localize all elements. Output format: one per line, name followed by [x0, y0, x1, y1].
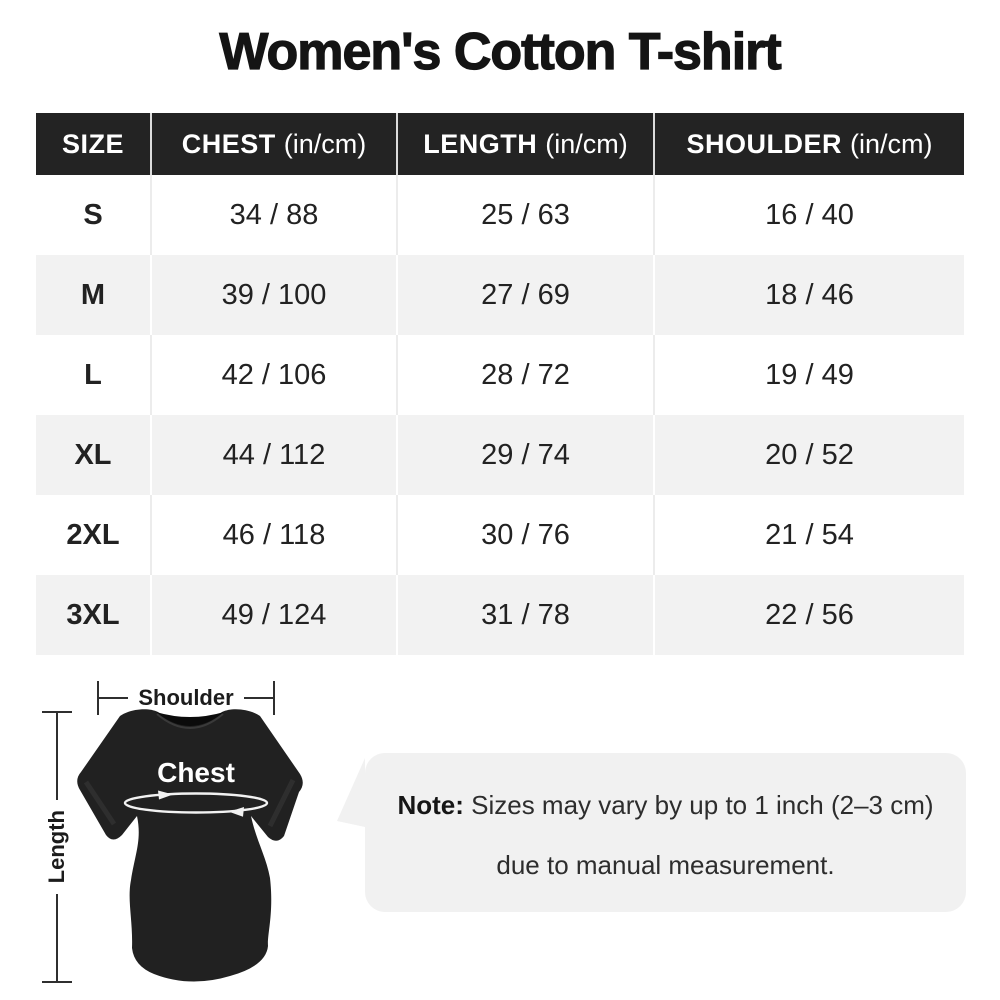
left-cuff-fold	[83, 780, 117, 826]
chest-arrow-right-icon	[158, 790, 173, 800]
size-value: M	[36, 255, 152, 335]
measure-tick	[273, 681, 275, 715]
chest-measure-ellipse	[123, 792, 269, 814]
shoulder-value: 21 / 54	[765, 518, 854, 551]
chest-value: 44 / 112	[152, 415, 398, 495]
chest-value: 39 / 100	[152, 255, 398, 335]
length-value: 29 / 74	[398, 415, 655, 495]
col-header-size: SIZE	[36, 113, 152, 175]
measure-line	[56, 893, 58, 982]
length-label: Length	[44, 810, 69, 884]
collar-edge	[156, 713, 224, 729]
size-value: S	[36, 175, 152, 255]
length-measure: Length	[41, 711, 73, 984]
note-text-1: Sizes may vary by up to 1 inch (2–3 cm)	[471, 790, 934, 820]
measure-line	[99, 697, 129, 699]
col-header-chest-unit: (in/cm)	[283, 128, 367, 159]
size-value: 2XL	[36, 495, 152, 575]
length-value: 25 / 63	[398, 175, 655, 255]
shoulder-measure: Shoulder	[97, 679, 275, 717]
speech-bubble-tail-icon	[337, 758, 365, 827]
size-table: SIZE CHEST (in/cm) LENGTH (in/cm) SHOULDER…	[36, 113, 964, 655]
measure-tick	[97, 681, 99, 715]
measure-line	[243, 697, 273, 699]
measure-tick	[42, 711, 72, 713]
col-header-shoulder-unit: (in/cm)	[850, 128, 933, 159]
size-value: XL	[36, 415, 152, 495]
col-header-length-unit: (in/cm)	[545, 128, 628, 159]
col-header-shoulder-label: SHOULDER	[686, 128, 842, 159]
col-header-size-label: SIZE	[61, 128, 124, 159]
col-header-length-label: LENGTH	[423, 128, 538, 159]
note-bubble: Note: Sizes may vary by up to 1 inch (2–…	[337, 753, 966, 912]
size-value: 3XL	[36, 575, 152, 655]
table-row-2xl: 2XL 46 / 118 30 / 76 21 / 54	[36, 495, 964, 575]
note-line-2: due to manual measurement.	[496, 850, 835, 880]
shoulder-value: 19 / 49	[765, 358, 854, 391]
shoulder-value: 20 / 52	[655, 415, 964, 495]
col-header-chest-label: CHEST	[181, 128, 276, 159]
right-cuff-fold	[267, 778, 296, 828]
table-row-l: L 42 / 106 28 / 72 19 / 49	[36, 335, 964, 415]
page-title: Women's Cotton T-shirt	[219, 22, 783, 81]
tshirt-body-shape	[77, 709, 303, 982]
table-row-3xl: 3XL 49 / 124 31 / 78 22 / 56	[36, 575, 964, 655]
tshirt-illustration: Chest	[77, 709, 303, 982]
chest-label: Chest	[157, 757, 235, 788]
chest-value: 42 / 106	[152, 335, 398, 415]
table-header-row: SIZE CHEST (in/cm) LENGTH (in/cm) SHOULDER…	[36, 113, 964, 175]
shoulder-value: 22 / 56	[655, 575, 964, 655]
measure-tick	[42, 981, 72, 984]
note-line-1: Note: Sizes may vary by up to 1 inch (2–…	[365, 792, 966, 818]
chest-arrow-left-icon	[229, 807, 244, 817]
shoulder-value: 18 / 46	[655, 255, 964, 335]
table-row-m: M 39 / 100 27 / 69 18 / 46	[36, 255, 964, 335]
size-value: L	[36, 335, 152, 415]
col-header-shoulder: SHOULDER (in/cm)	[655, 113, 964, 175]
shoulder-label: Shoulder	[138, 685, 234, 710]
length-value: 27 / 69	[398, 255, 655, 335]
chest-value: 46 / 118	[152, 495, 398, 575]
col-header-chest: CHEST (in/cm)	[152, 113, 398, 175]
measure-line	[56, 713, 58, 801]
table-row-xl: XL 44 / 112 29 / 74 20 / 52	[36, 415, 964, 495]
chest-value: 34 / 88	[152, 175, 398, 255]
length-value: 28 / 72	[398, 335, 655, 415]
chest-value: 49 / 124	[152, 575, 398, 655]
length-value: 31 / 78	[398, 575, 655, 655]
shoulder-value: 16 / 40	[765, 198, 854, 231]
collar-shape	[156, 712, 224, 726]
col-header-length: LENGTH (in/cm)	[398, 113, 655, 175]
table-row-s: S 34 / 88 25 / 63 16 / 40	[36, 175, 964, 255]
note-label: Note:	[397, 790, 464, 820]
length-value: 30 / 76	[398, 495, 655, 575]
